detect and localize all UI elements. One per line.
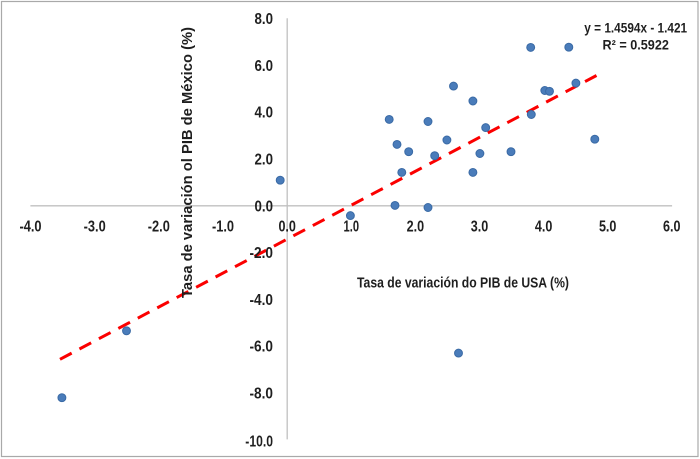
svg-text:Tasa de variación do PIB de US: Tasa de variación do PIB de USA (%) [357, 275, 569, 292]
svg-text:6.0: 6.0 [255, 58, 274, 75]
svg-text:3.0: 3.0 [471, 218, 489, 235]
svg-text:-6.0: -6.0 [250, 339, 274, 356]
svg-text:2.0: 2.0 [407, 218, 425, 235]
svg-text:4.0: 4.0 [255, 105, 274, 122]
svg-text:-3.0: -3.0 [84, 218, 106, 235]
svg-text:0.0: 0.0 [255, 198, 274, 215]
svg-text:Tasa de variación ol PIB de Mé: Tasa de variación ol PIB de México (%) [179, 27, 196, 298]
svg-text:6.0: 6.0 [663, 218, 681, 235]
svg-text:y = 1.4594x - 1.421: y = 1.4594x - 1.421 [584, 20, 687, 36]
svg-text:R² = 0.5922: R² = 0.5922 [603, 37, 670, 53]
svg-text:2.0: 2.0 [255, 152, 274, 169]
svg-text:4.0: 4.0 [535, 218, 553, 235]
svg-text:5.0: 5.0 [599, 218, 617, 235]
svg-text:-2.0: -2.0 [250, 245, 274, 262]
svg-text:-2.0: -2.0 [148, 218, 170, 235]
svg-text:-1.0: -1.0 [212, 218, 234, 235]
svg-text:-8.0: -8.0 [250, 386, 274, 403]
svg-text:8.0: 8.0 [255, 11, 274, 28]
svg-text:0.0: 0.0 [278, 218, 296, 235]
svg-text:1.0: 1.0 [344, 218, 360, 235]
svg-text:-4.0: -4.0 [19, 218, 41, 235]
svg-text:-4.0: -4.0 [250, 292, 274, 309]
svg-text:-10.0: -10.0 [245, 433, 273, 450]
